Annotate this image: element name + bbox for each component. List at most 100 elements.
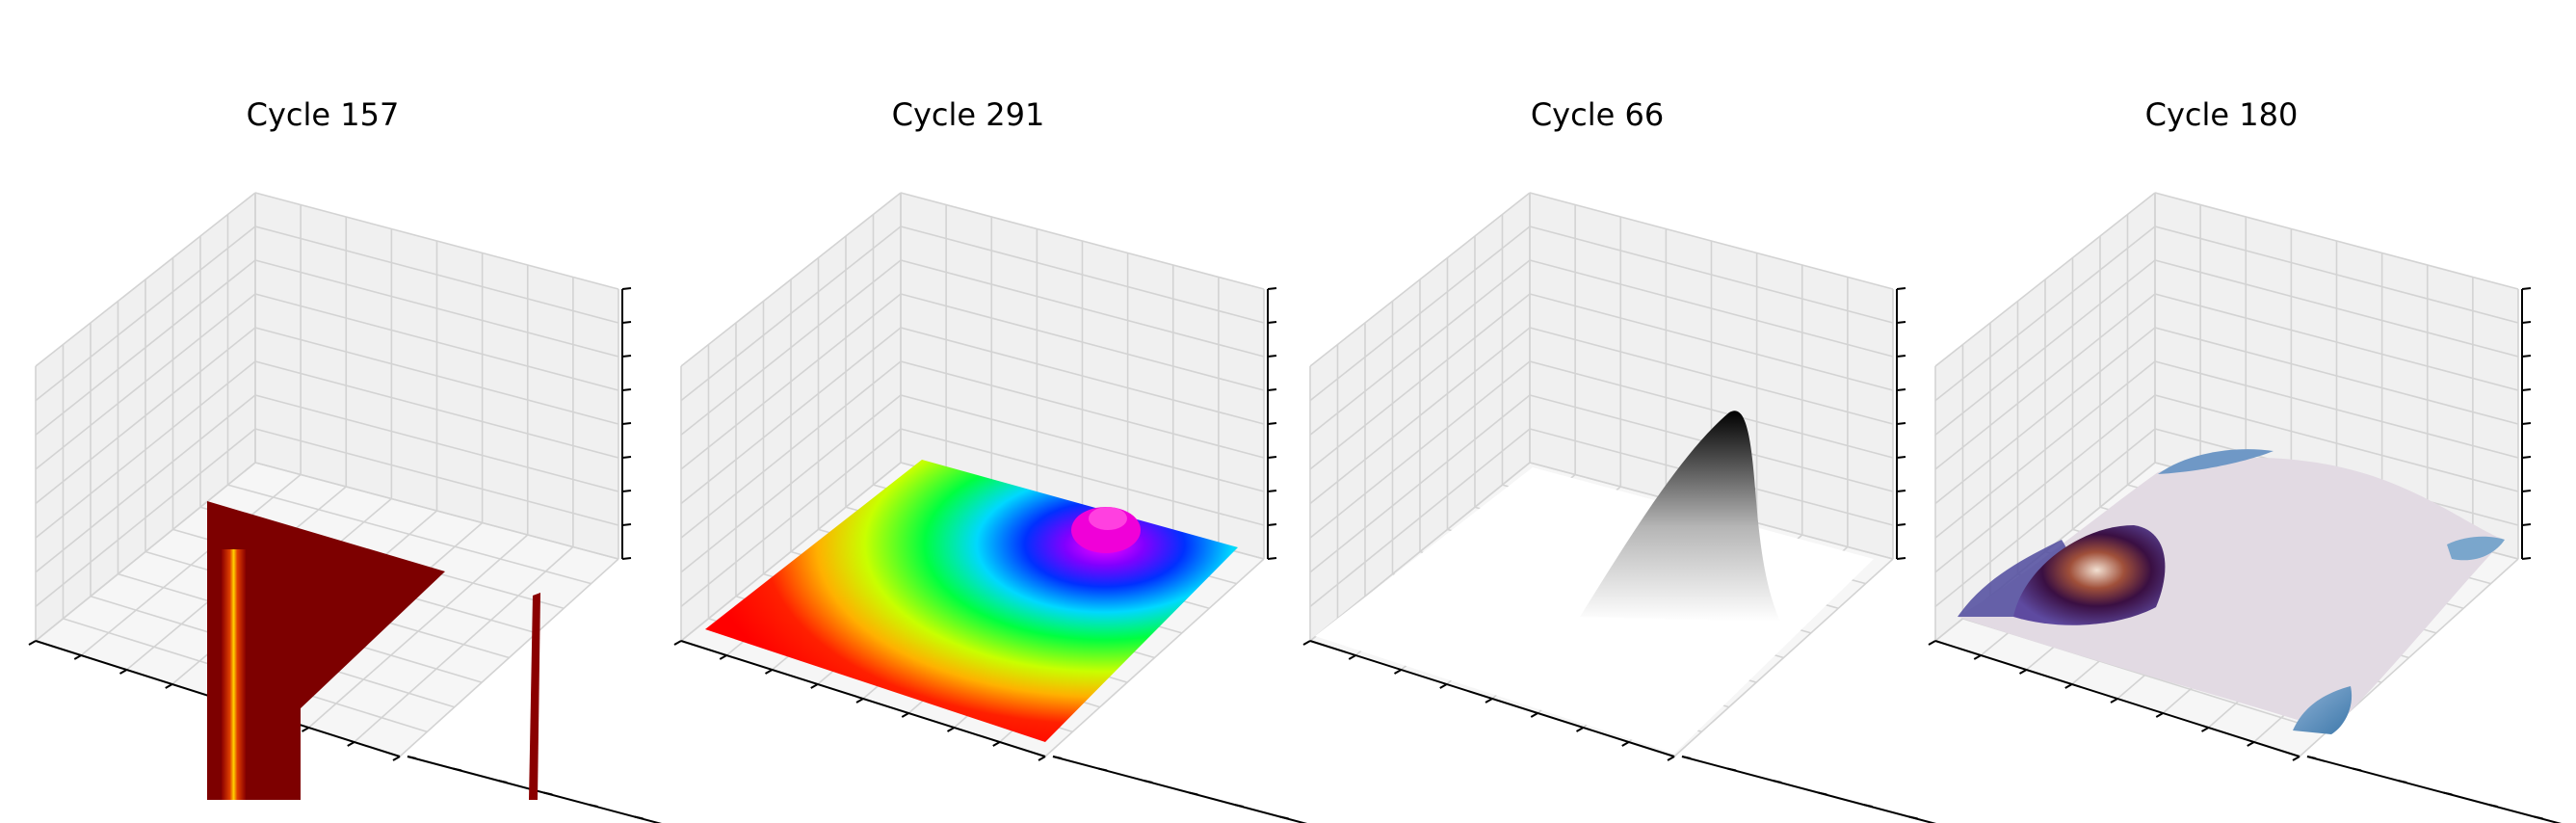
gridline: [1044, 558, 1265, 757]
y-tick: [1052, 756, 1063, 759]
surface-edge-dip: [2158, 449, 2274, 474]
x-tick: [119, 669, 127, 675]
gridline: [2154, 327, 2519, 425]
y-tick: [1681, 756, 1692, 759]
gridline: [35, 360, 256, 539]
gridline: [900, 327, 1265, 425]
x-tick: [1439, 683, 1448, 689]
x-tick: [1530, 712, 1538, 718]
y-tick: [634, 815, 644, 820]
panel-4-surface: [1958, 449, 2505, 734]
surface-spike: [529, 593, 540, 800]
x-tick: [992, 741, 1001, 747]
gridline: [35, 327, 256, 505]
y-tick: [1818, 791, 1827, 796]
gridline: [254, 428, 619, 526]
gridline: [2154, 394, 2519, 492]
x-tick: [719, 654, 727, 660]
z-tick: [1267, 557, 1277, 560]
gridline: [35, 428, 256, 607]
z-tick: [621, 287, 632, 290]
gridline: [680, 428, 902, 607]
x-tick: [1348, 654, 1356, 660]
z-tick: [1896, 287, 1906, 290]
z-tick: [621, 355, 632, 358]
y-axis-line: [407, 756, 663, 823]
y-tick: [2443, 791, 2453, 796]
gridline: [1673, 558, 1894, 757]
panel-1-surface: [207, 501, 540, 800]
y-tick: [1234, 804, 1244, 808]
x-tick: [2064, 683, 2073, 689]
x-tick: [2247, 741, 2255, 747]
y-tick: [589, 804, 598, 808]
panel-4-title: Cycle 180: [2145, 96, 2299, 133]
x-tick: [1973, 654, 1982, 660]
gridline: [1309, 394, 1531, 573]
z-tick: [2521, 388, 2532, 391]
x-tick: [2201, 727, 2209, 732]
x-tick: [1667, 756, 1675, 761]
x-tick: [1576, 727, 1584, 732]
y-tick: [407, 756, 417, 759]
y-tick: [452, 767, 462, 772]
y-tick: [1279, 815, 1289, 820]
gridline: [1309, 327, 1531, 505]
x-tick: [1394, 669, 1402, 675]
x-tick: [1302, 640, 1311, 646]
z-tick: [1896, 523, 1906, 526]
y-tick: [543, 791, 553, 796]
gridline: [254, 394, 619, 492]
y-tick: [2398, 780, 2407, 783]
x-tick: [947, 727, 955, 732]
x-tick: [2019, 669, 2027, 675]
gridline: [1934, 327, 2156, 505]
z-tick: [1267, 422, 1277, 425]
x-tick: [765, 669, 773, 675]
x-tick: [901, 712, 909, 718]
x-tick: [1621, 741, 1630, 747]
gridline: [254, 327, 619, 425]
surface-edge-dip: [2447, 536, 2505, 561]
gridline: [1529, 327, 1894, 425]
z-tick: [2521, 287, 2532, 290]
gridline: [900, 428, 1265, 526]
z-tick: [1896, 557, 1906, 560]
panel-2-surface: [705, 460, 1238, 742]
panel-1-title: Cycle 157: [247, 96, 400, 133]
x-tick: [810, 683, 819, 689]
surface-sheet: [207, 501, 445, 800]
x-tick: [1928, 640, 1936, 646]
x-tick: [347, 741, 355, 747]
z-tick: [621, 321, 632, 324]
y-tick: [1863, 804, 1873, 808]
z-tick: [2521, 557, 2532, 560]
z-tick: [1267, 321, 1277, 324]
x-tick: [392, 756, 401, 761]
x-tick: [28, 640, 37, 646]
x-tick: [1485, 698, 1493, 704]
z-tick: [2521, 422, 2532, 425]
z-tick: [1896, 456, 1906, 459]
gridline: [900, 360, 1265, 459]
y-tick: [1097, 767, 1108, 772]
surface-ridge: [222, 549, 246, 800]
x-tick: [165, 683, 173, 689]
z-tick: [621, 523, 632, 526]
gridline: [1934, 428, 2156, 607]
z-tick: [1267, 388, 1277, 391]
z-tick: [2521, 523, 2532, 526]
surface-sheet: [1958, 458, 2505, 730]
panel-1-axes: [28, 192, 663, 823]
gridline: [680, 360, 902, 539]
surface-peak-highlight: [1089, 507, 1127, 530]
y-tick: [1143, 780, 1153, 783]
z-tick: [1267, 355, 1277, 358]
x-tick: [855, 698, 864, 704]
y-tick: [2306, 756, 2317, 759]
x-tick: [2292, 756, 2300, 761]
gridline: [1934, 394, 2156, 573]
z-tick: [1896, 388, 1906, 391]
x-tick: [302, 727, 309, 732]
